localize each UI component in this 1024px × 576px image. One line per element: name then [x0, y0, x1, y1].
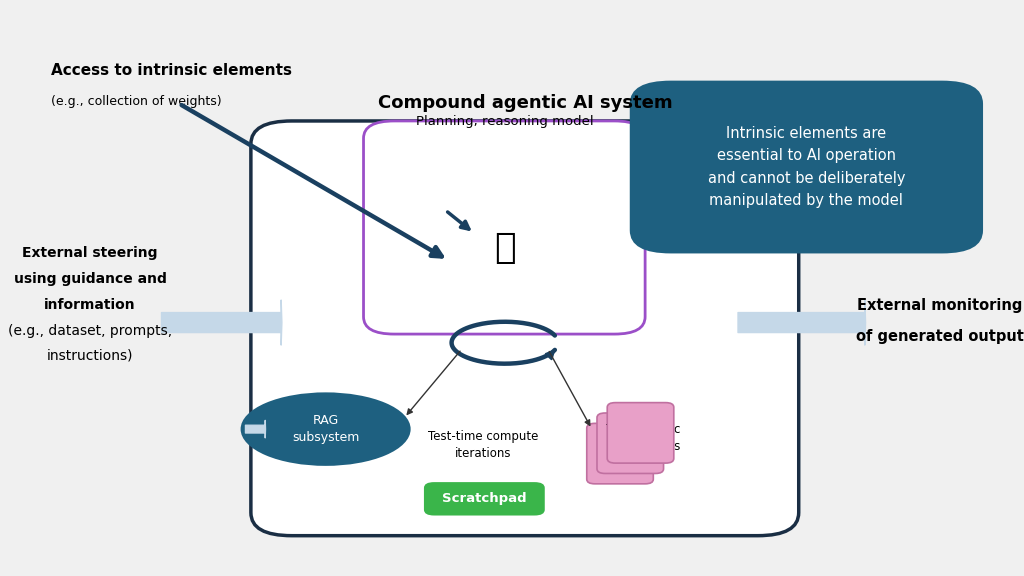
Text: Access to intrinsic elements: Access to intrinsic elements	[51, 63, 292, 78]
Text: 🧠: 🧠	[494, 230, 516, 265]
FancyBboxPatch shape	[607, 403, 674, 463]
FancyBboxPatch shape	[597, 413, 664, 473]
Text: RAG
subsystem: RAG subsystem	[292, 414, 359, 444]
Ellipse shape	[242, 393, 410, 465]
Text: Test-time compute
iterations: Test-time compute iterations	[428, 430, 539, 460]
Text: Task-specific
models/tools: Task-specific models/tools	[605, 423, 681, 453]
FancyBboxPatch shape	[424, 482, 545, 516]
Text: Intrinsic elements are
essential to AI operation
and cannot be deliberately
mani: Intrinsic elements are essential to AI o…	[708, 126, 905, 208]
FancyBboxPatch shape	[587, 423, 653, 484]
Text: (e.g., collection of weights): (e.g., collection of weights)	[51, 95, 222, 108]
Text: Scratchpad: Scratchpad	[442, 492, 526, 505]
FancyBboxPatch shape	[251, 121, 799, 536]
FancyBboxPatch shape	[630, 81, 983, 253]
Text: information: information	[44, 298, 136, 312]
Text: External monitoring: External monitoring	[857, 298, 1023, 313]
Text: of generated output: of generated output	[856, 329, 1024, 344]
Text: External steering: External steering	[23, 247, 158, 260]
Text: instructions): instructions)	[47, 349, 133, 363]
Text: Planning, reasoning model: Planning, reasoning model	[416, 115, 594, 128]
FancyBboxPatch shape	[364, 121, 645, 334]
Text: (e.g., dataset, prompts,: (e.g., dataset, prompts,	[8, 324, 172, 338]
Text: using guidance and: using guidance and	[13, 272, 167, 286]
Text: Compound agentic AI system: Compound agentic AI system	[378, 94, 673, 112]
